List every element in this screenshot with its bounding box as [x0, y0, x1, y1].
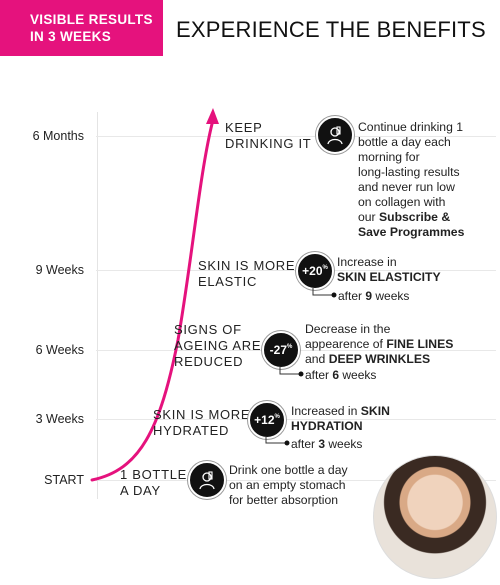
hydrated-desc-line: Increased in SKIN — [291, 404, 390, 419]
stat-value: +12% — [254, 413, 280, 427]
badge-line-2: IN 3 WEEKS — [30, 29, 112, 44]
stat-number: +20 — [302, 264, 323, 278]
elastic-timing: after 9 weeks — [338, 289, 409, 303]
subscribe-save-text: Subscribe & — [379, 210, 451, 224]
woman-drinking-icon — [316, 116, 354, 154]
stage-keep-line-1: KEEP — [225, 120, 263, 135]
keep-desc-line: morning for — [358, 150, 420, 164]
programmes-text: Save Programmes — [358, 225, 465, 239]
keep-desc-line: long-lasting results — [358, 165, 460, 179]
stat-percent-sign: % — [287, 344, 293, 350]
stage-start-line-2: A DAY — [120, 483, 161, 498]
after-prefix: after — [291, 437, 319, 451]
keep-desc-prefix: our — [358, 210, 380, 224]
stage-elastic-line-2: ELASTIC — [198, 274, 258, 289]
stat-value: -27% — [270, 343, 293, 357]
stage-ageing-description: Decrease in the appearence of FINE LINES… — [305, 322, 453, 367]
results-badge: VISIBLE RESULTS IN 3 WEEKS — [0, 0, 163, 56]
stat-circle-fine-lines: -27% — [262, 331, 300, 369]
ageing-desc-bold: FINE LINES — [386, 337, 454, 351]
gridline-start — [96, 480, 496, 481]
vertical-axis — [97, 112, 98, 499]
stage-ageing-label: SIGNS OF AGEING ARE REDUCED — [174, 322, 261, 370]
woman-drinking-icon — [188, 461, 226, 499]
stat-percent-sign: % — [322, 265, 328, 271]
badge-line-1: VISIBLE RESULTS — [30, 12, 153, 27]
after-prefix: after — [338, 289, 366, 303]
stage-hydrated-line-1: SKIN IS MORE — [153, 407, 251, 422]
stat-number: +12 — [254, 413, 275, 427]
after-number: 9 — [365, 289, 373, 303]
ageing-desc-line: and DEEP WRINKLES — [305, 352, 453, 367]
keep-desc-line: on collagen with — [358, 195, 446, 209]
page-title: EXPERIENCE THE BENEFITS — [176, 17, 486, 42]
elastic-desc-bold: SKIN ELASTICITY — [337, 270, 441, 284]
start-desc-line: for better absorption — [229, 493, 339, 507]
stage-ageing-line-3: REDUCED — [174, 354, 244, 369]
keep-desc-line: Continue drinking 1 — [358, 120, 464, 134]
stat-percent-sign: % — [274, 414, 280, 420]
woman-drinking-glyph — [327, 126, 343, 145]
stage-start-label: 1 BOTTLE A DAY — [120, 467, 187, 499]
connector-ageing — [279, 367, 304, 377]
axis-label-3-weeks: 3 Weeks — [35, 412, 84, 426]
gridline-3-weeks — [96, 419, 496, 420]
gridline-6-months — [96, 136, 496, 137]
keep-desc-line: bottle a day each — [358, 135, 451, 149]
after-suffix: weeks — [339, 368, 377, 382]
woman-drinking-glyph — [199, 471, 215, 490]
after-prefix: after — [305, 368, 333, 382]
start-desc-line: Drink one bottle a day — [229, 463, 348, 477]
elastic-desc-line: SKIN ELASTICITY — [337, 270, 441, 285]
ageing-desc-line: Decrease in the — [305, 322, 391, 336]
keep-desc-line: Save Programmes — [358, 225, 464, 240]
stage-start-line-1: 1 BOTTLE — [120, 467, 188, 482]
hydrated-desc-bold: HYDRATION — [291, 419, 363, 433]
ageing-timing: after 6 weeks — [305, 368, 376, 382]
stage-ageing-line-2: AGEING ARE — [174, 338, 262, 353]
stage-elastic-description: Increase in SKIN ELASTICITY — [337, 255, 441, 285]
stat-value: +20% — [302, 264, 328, 278]
curve-arrowhead — [206, 108, 219, 124]
stage-ageing-line-1: SIGNS OF — [174, 322, 242, 337]
axis-label-6-weeks: 6 Weeks — [35, 343, 84, 357]
hydrated-desc-prefix: Increased in — [291, 404, 361, 418]
model-photo — [373, 455, 497, 579]
connector-hydrated — [265, 436, 290, 446]
elastic-desc-line: Increase in — [337, 255, 397, 269]
ageing-desc-line: appearence of FINE LINES — [305, 337, 453, 352]
stage-hydrated-line-2: HYDRATED — [153, 423, 230, 438]
stage-start-description: Drink one bottle a day on an empty stoma… — [229, 463, 348, 508]
stage-keep-drinking-label: KEEP DRINKING IT — [225, 120, 311, 152]
axis-label-9-weeks: 9 Weeks — [35, 263, 84, 277]
stage-hydrated-description: Increased in SKIN HYDRATION — [291, 404, 390, 434]
after-suffix: weeks — [325, 437, 363, 451]
hydrated-timing: after 3 weeks — [291, 437, 362, 451]
axis-label-6-months: 6 Months — [32, 129, 84, 143]
stage-keep-description: Continue drinking 1 bottle a day each mo… — [358, 120, 464, 240]
stage-elastic-label: SKIN IS MORE ELASTIC — [198, 258, 295, 290]
keep-desc-line: and never run low — [358, 180, 455, 194]
ageing-desc-bold: DEEP WRINKLES — [328, 352, 431, 366]
stat-number: -27 — [269, 343, 287, 357]
ageing-desc-prefix: appearence of — [305, 337, 387, 351]
after-number: 3 — [318, 437, 326, 451]
stage-keep-line-2: DRINKING IT — [225, 136, 312, 151]
stat-circle-hydration: +12% — [248, 401, 286, 439]
connector-elastic — [312, 288, 337, 298]
stage-elastic-line-1: SKIN IS MORE — [198, 258, 296, 273]
hydrated-desc-line: HYDRATION — [291, 419, 390, 434]
axis-label-start: START — [44, 473, 84, 487]
keep-desc-line: our Subscribe & — [358, 210, 464, 225]
after-suffix: weeks — [372, 289, 410, 303]
stat-circle-elasticity: +20% — [296, 252, 334, 290]
start-desc-line: on an empty stomach — [229, 478, 346, 492]
ageing-desc-prefix: and — [305, 352, 329, 366]
hydrated-desc-bold: SKIN — [360, 404, 390, 418]
after-number: 6 — [332, 368, 340, 382]
stage-hydrated-label: SKIN IS MORE HYDRATED — [153, 407, 250, 439]
